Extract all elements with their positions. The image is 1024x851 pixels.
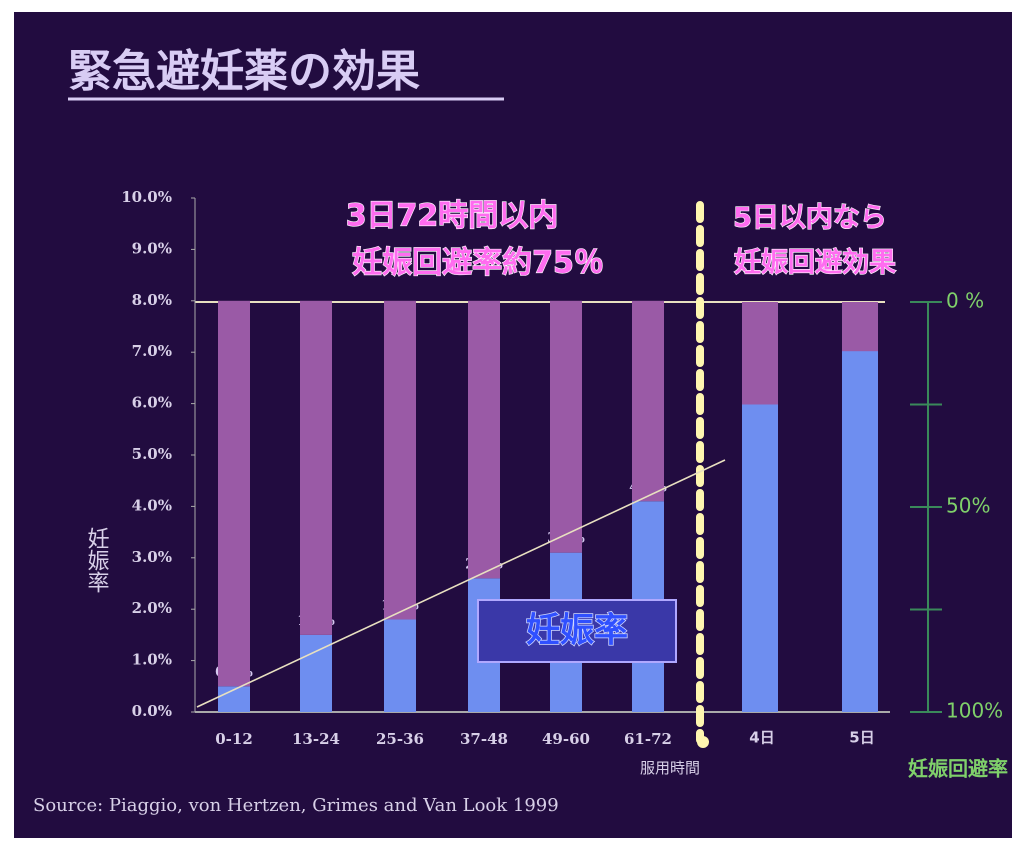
y2-tick-label: 50% [946, 494, 990, 518]
x-tick-label: 13-24 [292, 730, 340, 748]
trend-line [196, 459, 726, 708]
y-tick-label: 0.0% [132, 702, 172, 720]
y2-axis-label: 妊娠回避率 [908, 757, 1008, 781]
x-tick-label: 61-72 [624, 730, 672, 748]
bar [842, 351, 878, 712]
y-tick-label: 9.0% [132, 239, 172, 257]
y-tick-label: 6.0% [132, 394, 172, 412]
y2-tick-label: 100% [946, 699, 1003, 723]
y-tick-label: 2.0% [132, 599, 172, 617]
x-tick-label: 49-60 [542, 730, 590, 748]
bar [300, 300, 332, 635]
bar [384, 619, 416, 712]
x-tick-label: 37-48 [460, 730, 508, 748]
annotation: 3日72時間以内 [346, 199, 559, 234]
annotation: 妊娠回避効果 [734, 247, 896, 279]
bar [632, 300, 664, 502]
bar [218, 300, 250, 687]
bar [550, 300, 582, 553]
x-tick-label: 4日 [749, 729, 774, 747]
annotation: 5日以内なら [733, 203, 887, 234]
y2-tick-label: 0 % [946, 289, 984, 313]
x-tick-label: 25-36 [376, 730, 424, 748]
y-tick-label: 10.0% [121, 188, 172, 206]
source: Source: Piaggio, von Hertzen, Grimes and… [33, 795, 559, 816]
y-tick-label: 8.0% [132, 291, 172, 309]
legend-box [477, 599, 677, 663]
legend-label: 妊娠率 [526, 611, 628, 651]
x-axis-label: 服用時間 [640, 759, 700, 777]
y-tick-label: 7.0% [132, 342, 172, 360]
slide-title: 緊急避妊薬の効果 [68, 46, 420, 97]
bar [742, 404, 778, 712]
bar [468, 300, 500, 579]
y-tick-label: 1.0% [132, 651, 172, 669]
divider-end [697, 736, 709, 748]
bar [384, 300, 416, 620]
bar [300, 634, 332, 712]
y-tick-label: 4.0% [132, 496, 172, 514]
y-axis-label: 妊娠率 [84, 527, 110, 593]
annotation: 妊娠回避率約75％ [352, 246, 604, 281]
x-tick-label: 0-12 [215, 730, 253, 748]
y-tick-label: 5.0% [132, 445, 172, 463]
bar [218, 686, 250, 712]
x-tick-label: 5日 [849, 729, 874, 747]
marks: 0.0% 1.0% 2.0% 3.0% 4.0% 5.0% 6.0% 7.0% 8.0% 9.0%… [121, 188, 1003, 748]
y-tick-label: 3.0% [132, 548, 172, 566]
